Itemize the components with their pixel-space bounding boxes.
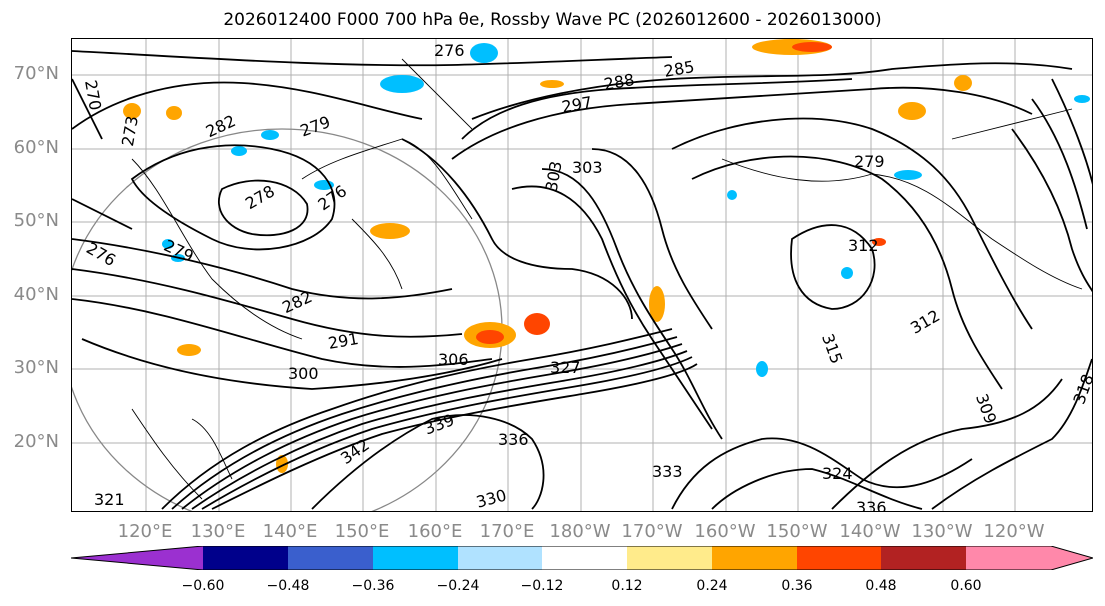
contour-label: 333: [652, 462, 683, 481]
lon-label-120w: 120°W: [983, 521, 1045, 542]
contour-label: 306: [438, 350, 469, 369]
positive-anomaly: [872, 238, 886, 246]
colorbar-segment: [966, 546, 1051, 570]
positive-anomaly: [898, 102, 926, 120]
colorbar-segment: [203, 546, 288, 570]
negative-anomaly: [756, 361, 768, 377]
negative-anomaly: [380, 75, 424, 93]
colorbar-segment: [797, 546, 881, 570]
coastlines: [131, 58, 1083, 500]
anomaly-shading: [123, 39, 1090, 473]
contour-label: 300: [288, 364, 319, 383]
colorbar-tick: 0.12: [611, 578, 643, 594]
theta-e-contours: [72, 50, 1092, 510]
map-panel: 276 270 273 282 279 278 276 279 276 282 …: [71, 38, 1093, 512]
colorbar-tick: −0.12: [520, 578, 564, 594]
contour-label: 321: [94, 490, 125, 509]
positive-anomaly: [166, 106, 182, 120]
contour-label: 276: [434, 41, 465, 60]
colorbar-tick: 0.36: [781, 578, 813, 594]
lon-label-170w: 170°W: [621, 521, 683, 542]
lat-label-40: 40°N: [13, 284, 59, 305]
contour-label: 303: [572, 158, 603, 177]
contour-label: 309: [972, 391, 1000, 426]
negative-anomaly: [894, 170, 922, 180]
positive-anomaly: [177, 344, 201, 356]
contour-label: 303: [542, 160, 566, 193]
negative-anomaly: [1074, 95, 1090, 103]
contour-label: 312: [848, 236, 879, 255]
colorbar-segment: [373, 546, 458, 570]
contour-labels: 276 270 273 282 279 278 276 279 276 282 …: [81, 41, 1093, 512]
lat-label-50: 50°N: [13, 210, 59, 231]
contour-label: 273: [118, 114, 142, 147]
colorbar-extend-high: [1051, 546, 1093, 570]
colorbar-segment: [627, 546, 712, 570]
negative-anomaly: [261, 130, 279, 140]
negative-anomaly: [841, 267, 853, 279]
lon-label-140w: 140°W: [839, 521, 901, 542]
colorbar-segment: [712, 546, 797, 570]
positive-anomaly: [476, 330, 504, 344]
negative-anomaly: [727, 190, 737, 200]
lon-label-140e: 140°E: [262, 521, 318, 542]
contour-label: 279: [298, 112, 333, 140]
lon-label-170e: 170°E: [479, 521, 535, 542]
colorbar-tick: −0.48: [266, 578, 310, 594]
lat-label-70: 70°N: [13, 63, 59, 84]
negative-anomaly: [470, 43, 498, 63]
contour-label: 297: [560, 93, 593, 117]
negative-anomaly: [231, 146, 247, 156]
lon-label-130w: 130°W: [911, 521, 973, 542]
lon-label-160e: 160°E: [407, 521, 463, 542]
colorbar-tick: −0.36: [351, 578, 395, 594]
colorbar-segment: [288, 546, 373, 570]
lon-label-150w: 150°W: [766, 521, 828, 542]
contour-label: 330: [474, 486, 508, 512]
lat-label-30: 30°N: [13, 357, 59, 378]
colorbar-tick: 0.48: [865, 578, 897, 594]
negative-anomaly: [162, 239, 174, 249]
contour-label: 282: [279, 287, 315, 317]
contour-label: 336: [498, 430, 529, 449]
positive-anomaly: [649, 286, 665, 322]
lon-label-150e: 150°E: [334, 521, 390, 542]
contour-label: 315: [818, 331, 846, 366]
lon-label-120e: 120°E: [117, 521, 173, 542]
contour-label: 291: [327, 329, 360, 353]
positive-anomaly: [123, 103, 141, 119]
positive-anomaly: [792, 42, 832, 52]
contour-label: 336: [856, 498, 887, 512]
map-canvas: 276 270 273 282 279 278 276 279 276 282 …: [72, 39, 1093, 512]
contour-label: 312: [907, 306, 943, 338]
lon-label-160w: 160°W: [694, 521, 756, 542]
colorbar-tick: −0.24: [436, 578, 480, 594]
colorbar-segment: [881, 546, 966, 570]
contour-label: 276: [83, 238, 119, 270]
positive-anomaly: [276, 455, 288, 473]
colorbar: [71, 546, 1093, 570]
contour-label: 270: [81, 78, 105, 111]
colorbar-segment: [458, 546, 542, 570]
contour-label: 288: [602, 70, 635, 94]
contour-label: 324: [822, 464, 853, 483]
positive-anomaly: [370, 223, 410, 239]
colorbar-extend-low: [71, 546, 203, 570]
positive-anomaly: [954, 75, 972, 91]
contour-label: 279: [854, 152, 885, 171]
positive-anomaly: [540, 80, 564, 88]
positive-anomaly: [524, 313, 550, 335]
contour-label: 278: [242, 181, 278, 213]
map-title: 2026012400 F000 700 hPa θe, Rossby Wave …: [223, 10, 882, 30]
lat-label-60: 60°N: [13, 137, 59, 158]
lat-label-20: 20°N: [13, 431, 59, 452]
colorbar-segment: [542, 546, 627, 570]
colorbar-tick: 0.24: [696, 578, 728, 594]
lon-label-130e: 130°E: [190, 521, 246, 542]
contour-label: 327: [550, 358, 581, 377]
colorbar-tick: −0.60: [181, 578, 225, 594]
lon-label-180w: 180°W: [549, 521, 611, 542]
contour-label: 318: [1069, 372, 1093, 407]
colorbar-tick: 0.60: [950, 578, 982, 594]
